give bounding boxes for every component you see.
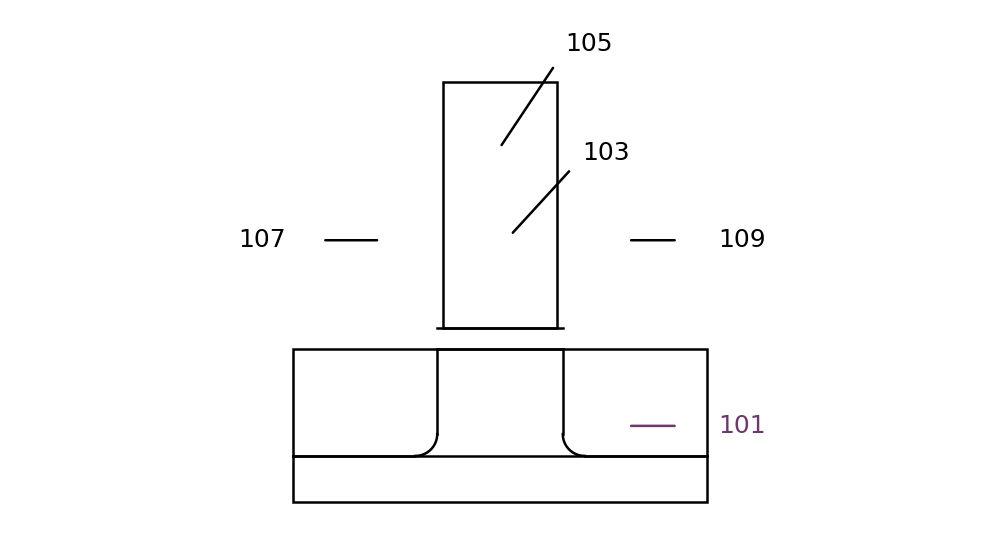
Text: 109: 109 [718, 228, 766, 252]
Text: 101: 101 [718, 414, 766, 438]
Text: 105: 105 [566, 32, 613, 56]
Text: 103: 103 [582, 141, 630, 165]
Text: 107: 107 [238, 228, 286, 252]
